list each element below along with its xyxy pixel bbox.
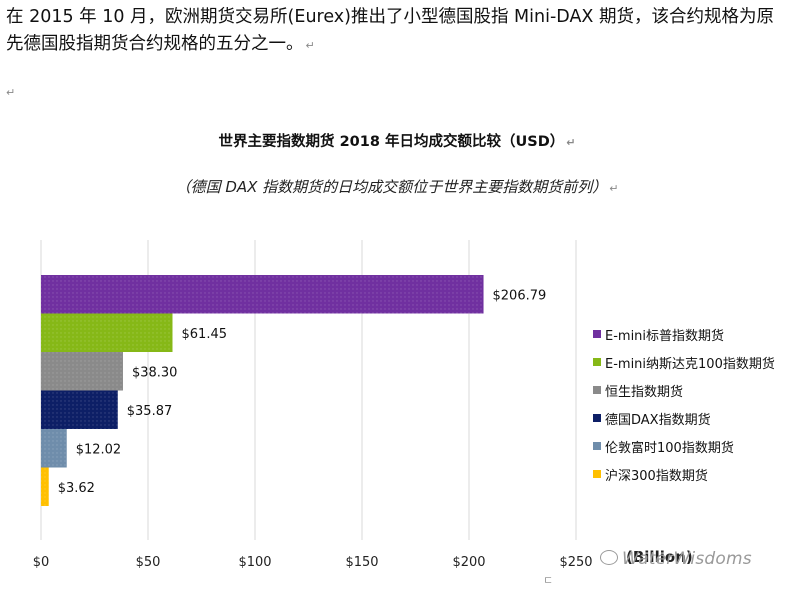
legend-swatch [593,470,601,478]
chart-subtitle-text: （德国 DAX 指数期货的日均成交额位于世界主要指数期货前列） [175,178,608,196]
data-label: $38.30 [132,365,178,380]
x-tick-label: $0 [33,555,50,570]
title-mark: ↵ [566,136,576,149]
legend-swatch [593,414,601,422]
legend-item: 伦敦富时100指数期货 [593,432,793,460]
legend-item: 德国DAX指数期货 [593,404,793,432]
bar-texture [41,390,118,429]
stray-glyph: ㄷ [543,574,554,587]
subtitle-mark: ↵ [609,182,619,195]
x-axis-ticks: $0 $50 $100 $150 $200 $250 [33,555,593,570]
legend-item: 沪深300指数期货 [593,460,793,488]
data-label: $12.02 [76,442,122,457]
bars [41,275,484,506]
x-tick-label: $150 [345,555,378,570]
paragraph-mark: ↵ [305,39,315,52]
bar-texture [41,275,484,314]
intro-paragraph: 在 2015 年 10 月，欧洲期货交易所(Eurex)推出了小型德国股指 Mi… [6,4,786,59]
empty-paragraph-mark: ↵ [6,86,16,99]
bar-texture [41,313,173,352]
data-label: $61.45 [182,327,228,342]
chart-title-text: 世界主要指数期货 2018 年日均成交额比较（USD） [218,134,565,150]
chart-title: 世界主要指数期货 2018 年日均成交额比较（USD） ↵ [0,130,794,151]
legend-item: E-mini标普指数期货 [593,320,793,348]
x-tick-label: $100 [238,555,271,570]
x-tick-label: $50 [136,555,161,570]
data-labels: $206.79 $61.45 $38.30 $35.87 $12.02 $3.62 [58,288,547,496]
legend-swatch [593,442,601,450]
data-label: $206.79 [493,288,547,303]
legend: E-mini标普指数期货 E-mini纳斯达克100指数期货 恒生指数期货德国DAX… [593,320,793,488]
chart-subtitle: （德国 DAX 指数期货的日均成交额位于世界主要指数期货前列） ↵ [0,176,794,197]
legend-item: E-mini纳斯达克100指数期货 [593,348,793,376]
bar-texture [41,429,67,468]
unit-label: (Billion) [626,548,693,566]
bar-texture [41,467,49,506]
x-tick-label: $250 [559,555,592,570]
legend-label: 伦敦富时100指数期货 [605,440,734,456]
legend-label: E-mini纳斯达克100指数期货 [605,356,775,372]
watermark-text: WaterWisdoms [622,549,752,569]
legend-swatch [593,358,601,366]
legend-swatch [593,386,601,394]
bar-texture [41,352,123,391]
legend-label: 沪深300指数期货 [605,468,708,484]
legend-swatch [593,330,601,338]
wechat-icon [600,550,618,565]
legend-label: 恒生指数期货 [605,384,684,400]
data-label: $35.87 [127,404,173,419]
data-label: $3.62 [58,481,95,496]
x-tick-label: $200 [452,555,485,570]
intro-text: 在 2015 年 10 月，欧洲期货交易所(Eurex)推出了小型德国股指 Mi… [6,7,774,54]
legend-label: E-mini标普指数期货 [605,328,725,344]
legend-item: 恒生指数期货 [593,376,793,404]
watermark: WaterWisdoms [600,549,752,569]
legend-label: 德国DAX指数期货 [605,412,711,428]
